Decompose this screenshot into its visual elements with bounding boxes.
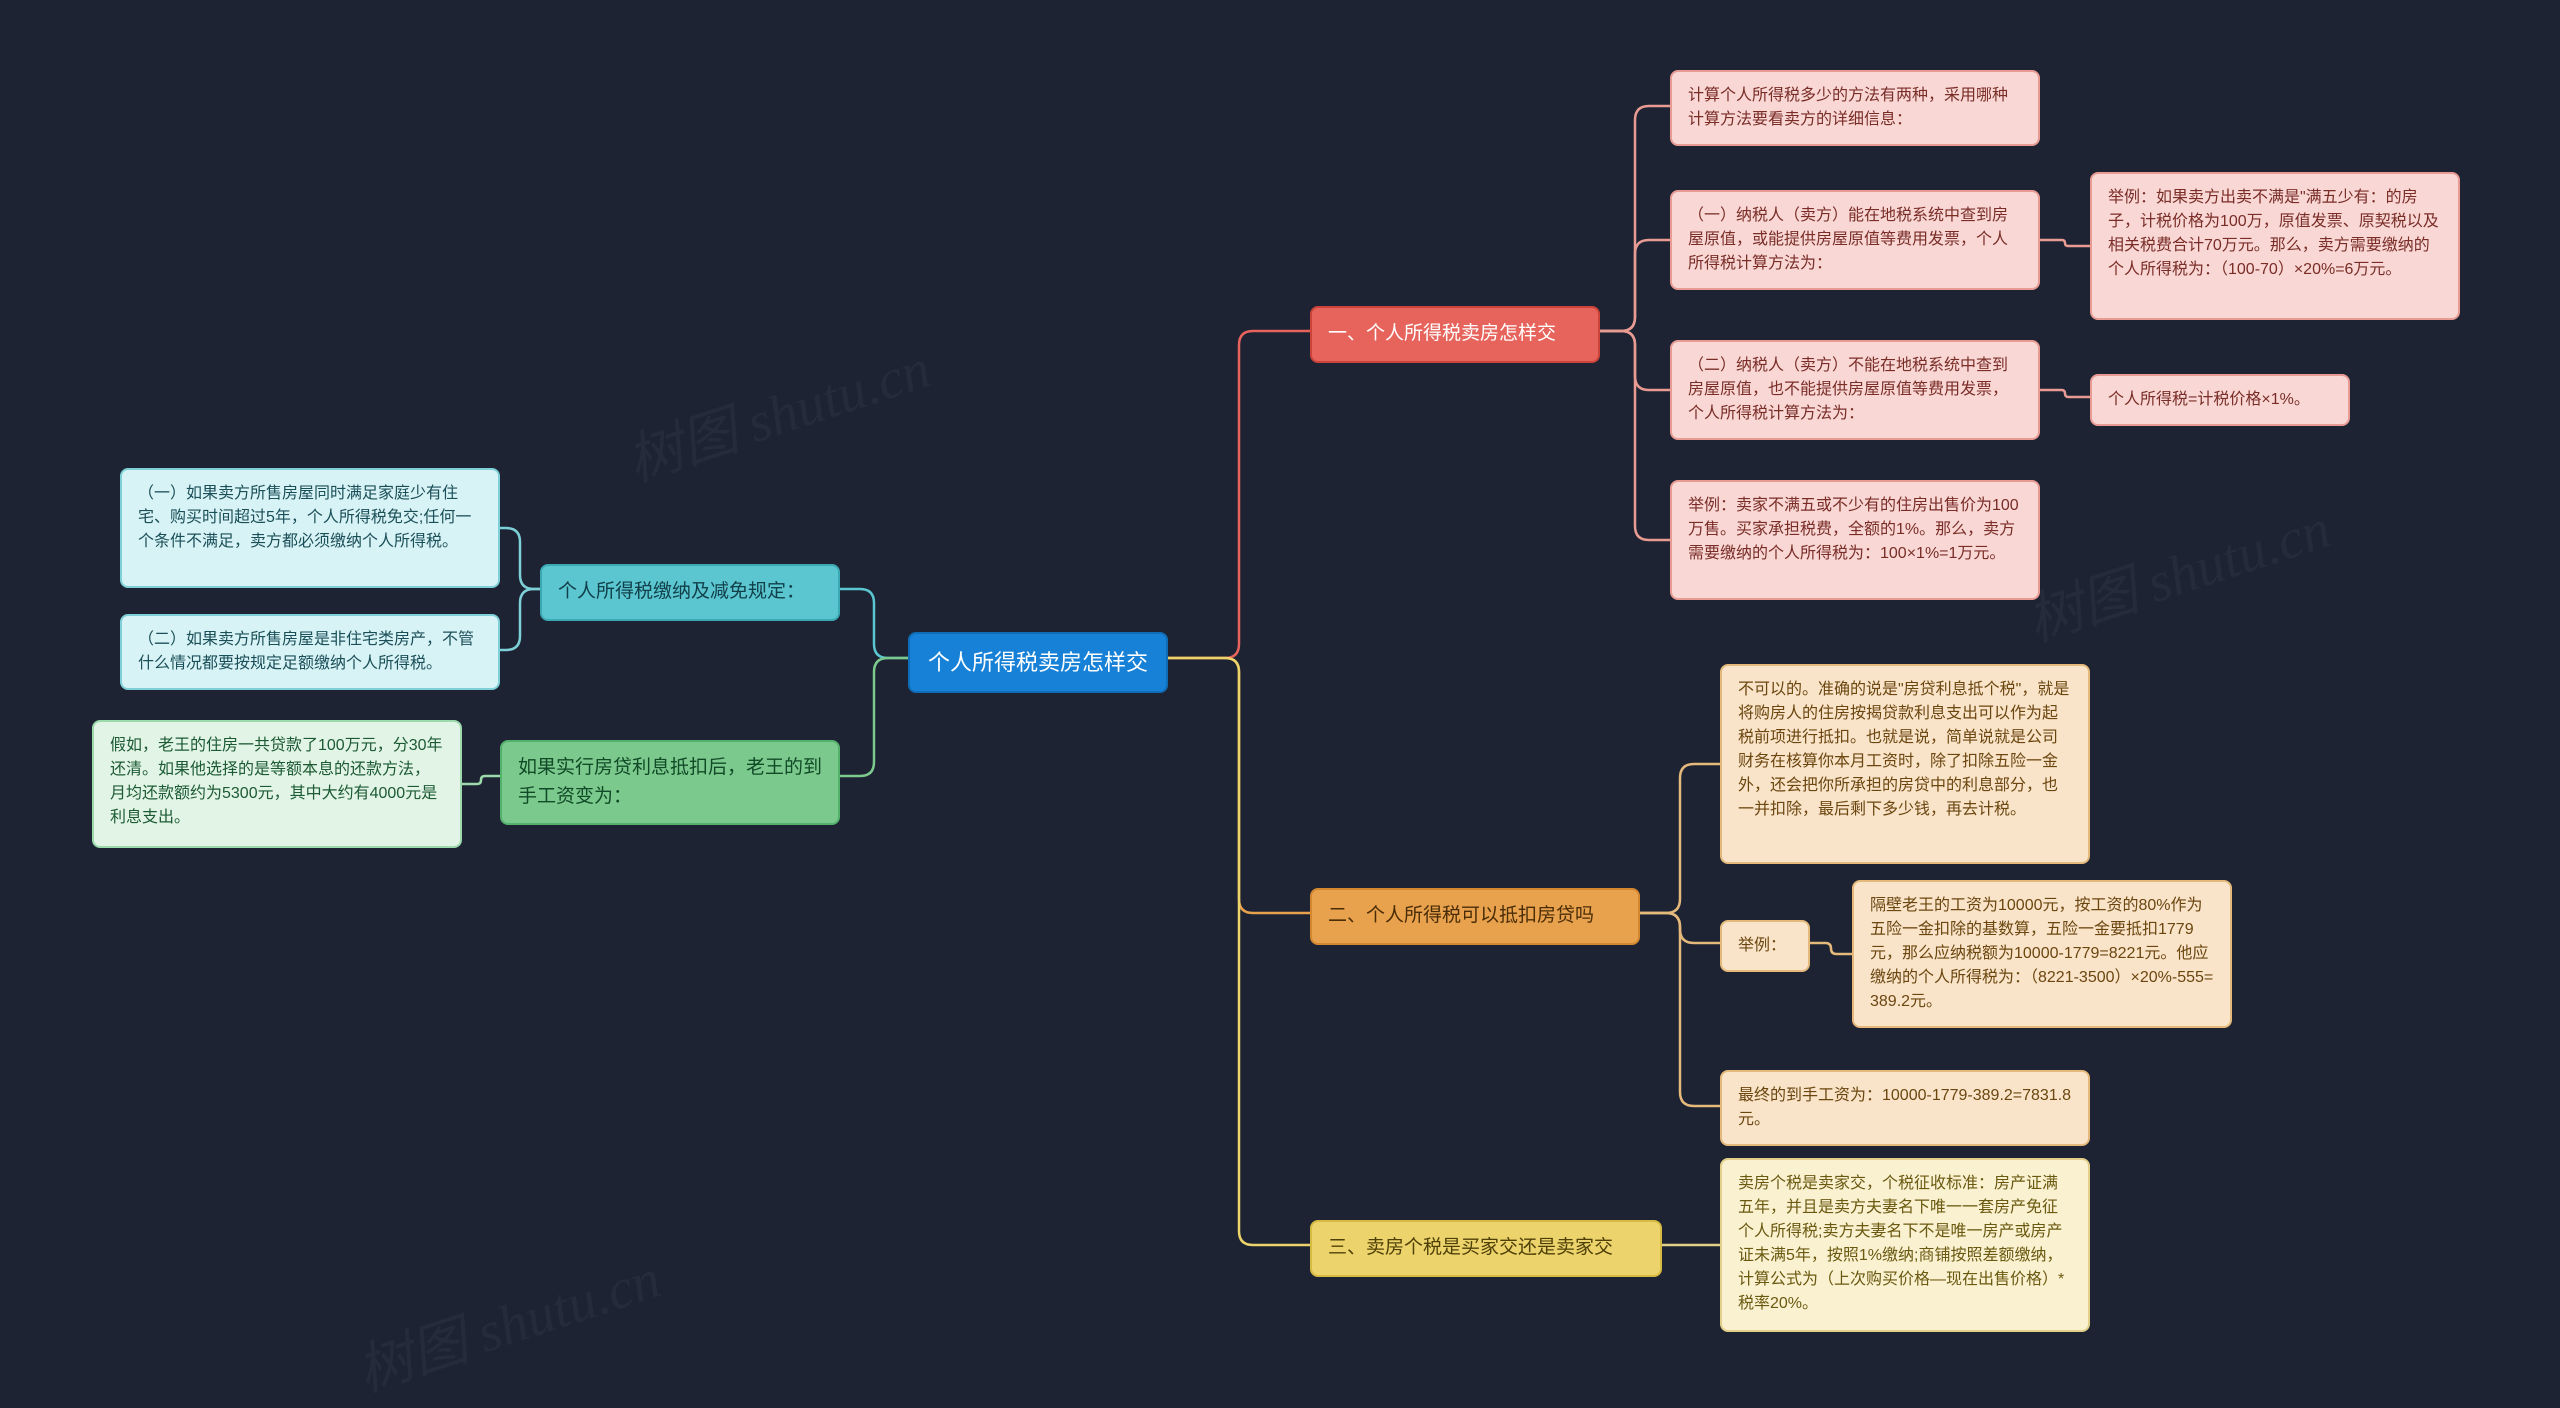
mindmap-node-r1b1[interactable]: 举例：如果卖方出卖不满是"满五少有：的房子，计税价格为100万，原值发票、原契税… <box>2090 172 2460 320</box>
connector <box>1640 764 1720 913</box>
node-label: 如果实行房贷利息抵扣后，老王的到手工资变为： <box>518 757 822 807</box>
node-label: 隔壁老王的工资为10000元，按工资的80%作为五险一金扣除的基数算，五险一金要… <box>1870 897 2213 1010</box>
connector <box>1600 240 1670 331</box>
watermark: 树图 shutu.cn <box>2015 483 2339 657</box>
connector <box>1600 331 1670 390</box>
mindmap-node-root[interactable]: 个人所得税卖房怎样交 <box>908 632 1168 693</box>
connector <box>840 658 908 776</box>
mindmap-node-l1b[interactable]: （二）如果卖方所售房屋是非住宅类房产，不管什么情况都要按规定足额缴纳个人所得税。 <box>120 614 500 690</box>
node-label: 最终的到手工资为：10000-1779-389.2=7831.8元。 <box>1738 1087 2071 1128</box>
connector <box>1600 331 1670 540</box>
mindmap-node-r1b[interactable]: （一）纳税人（卖方）能在地税系统中查到房屋原值，或能提供房屋原值等费用发票，个人… <box>1670 190 2040 290</box>
connector <box>1168 658 1310 913</box>
node-label: 不可以的。准确的说是"房贷利息抵个税"，就是将购房人的住房按揭贷款利息支出可以作… <box>1738 681 2069 818</box>
connector <box>1600 106 1670 331</box>
mindmap-node-r3[interactable]: 三、卖房个税是买家交还是卖家交 <box>1310 1220 1662 1277</box>
mindmap-node-r2[interactable]: 二、个人所得税可以抵扣房贷吗 <box>1310 888 1640 945</box>
node-label: 假如，老王的住房一共贷款了100万元，分30年还清。如果他选择的是等额本息的还款… <box>110 737 443 826</box>
watermark: 树图 shutu.cn <box>615 323 939 497</box>
mindmap-node-r1[interactable]: 一、个人所得税卖房怎样交 <box>1310 306 1600 363</box>
node-label: 个人所得税=计税价格×1%。 <box>2108 391 2310 408</box>
connector <box>500 528 540 589</box>
mindmap-node-l2a[interactable]: 假如，老王的住房一共贷款了100万元，分30年还清。如果他选择的是等额本息的还款… <box>92 720 462 848</box>
node-label: 个人所得税卖房怎样交 <box>928 650 1148 675</box>
node-label: 计算个人所得税多少的方法有两种，采用哪种计算方法要看卖方的详细信息： <box>1688 87 2008 128</box>
mindmap-node-r2c[interactable]: 最终的到手工资为：10000-1779-389.2=7831.8元。 <box>1720 1070 2090 1146</box>
mindmap-node-r2b[interactable]: 举例： <box>1720 920 1810 972</box>
connector <box>1168 658 1310 1245</box>
mindmap-node-r1c[interactable]: （二）纳税人（卖方）不能在地税系统中查到房屋原值，也不能提供房屋原值等费用发票，… <box>1670 340 2040 440</box>
node-label: 举例：卖家不满五或不少有的住房出售价为100万售。买家承担税费，全额的1%。那么… <box>1688 497 2019 562</box>
mindmap-node-r1a[interactable]: 计算个人所得税多少的方法有两种，采用哪种计算方法要看卖方的详细信息： <box>1670 70 2040 146</box>
node-label: 举例： <box>1738 937 1786 954</box>
node-label: 卖房个税是卖家交，个税征收标准：房产证满五年，并且是卖方夫妻名下唯一一套房产免征… <box>1738 1175 2064 1312</box>
connector <box>1168 331 1310 658</box>
connector <box>500 589 540 650</box>
mindmap-node-l1a[interactable]: （一）如果卖方所售房屋同时满足家庭少有住宅、购买时间超过5年，个人所得税免交;任… <box>120 468 500 588</box>
node-label: 一、个人所得税卖房怎样交 <box>1328 323 1556 344</box>
connector <box>2040 240 2090 246</box>
connector <box>1640 913 1720 943</box>
mindmap-node-r1d[interactable]: 举例：卖家不满五或不少有的住房出售价为100万售。买家承担税费，全额的1%。那么… <box>1670 480 2040 600</box>
connector <box>1810 943 1852 954</box>
node-label: 举例：如果卖方出卖不满是"满五少有：的房子，计税价格为100万，原值发票、原契税… <box>2108 189 2439 278</box>
mindmap-node-l1[interactable]: 个人所得税缴纳及减免规定： <box>540 564 840 621</box>
node-label: （一）如果卖方所售房屋同时满足家庭少有住宅、购买时间超过5年，个人所得税免交;任… <box>138 485 471 550</box>
mindmap-node-r1c1[interactable]: 个人所得税=计税价格×1%。 <box>2090 374 2350 426</box>
node-label: 三、卖房个税是买家交还是卖家交 <box>1328 1237 1613 1258</box>
node-label: （二）纳税人（卖方）不能在地税系统中查到房屋原值，也不能提供房屋原值等费用发票，… <box>1688 357 2008 422</box>
mindmap-node-r3a[interactable]: 卖房个税是卖家交，个税征收标准：房产证满五年，并且是卖方夫妻名下唯一一套房产免征… <box>1720 1158 2090 1332</box>
mindmap-node-r2a[interactable]: 不可以的。准确的说是"房贷利息抵个税"，就是将购房人的住房按揭贷款利息支出可以作… <box>1720 664 2090 864</box>
node-label: 个人所得税缴纳及减免规定： <box>558 581 805 602</box>
node-label: （二）如果卖方所售房屋是非住宅类房产，不管什么情况都要按规定足额缴纳个人所得税。 <box>138 631 474 672</box>
connector <box>2040 390 2090 397</box>
watermark: 树图 shutu.cn <box>345 1233 669 1407</box>
node-label: （一）纳税人（卖方）能在地税系统中查到房屋原值，或能提供房屋原值等费用发票，个人… <box>1688 207 2008 272</box>
connector <box>840 589 908 658</box>
node-label: 二、个人所得税可以抵扣房贷吗 <box>1328 905 1594 926</box>
mindmap-node-r2b1[interactable]: 隔壁老王的工资为10000元，按工资的80%作为五险一金扣除的基数算，五险一金要… <box>1852 880 2232 1028</box>
mindmap-node-l2[interactable]: 如果实行房贷利息抵扣后，老王的到手工资变为： <box>500 740 840 825</box>
connector <box>462 776 500 784</box>
connector <box>1640 913 1720 1106</box>
